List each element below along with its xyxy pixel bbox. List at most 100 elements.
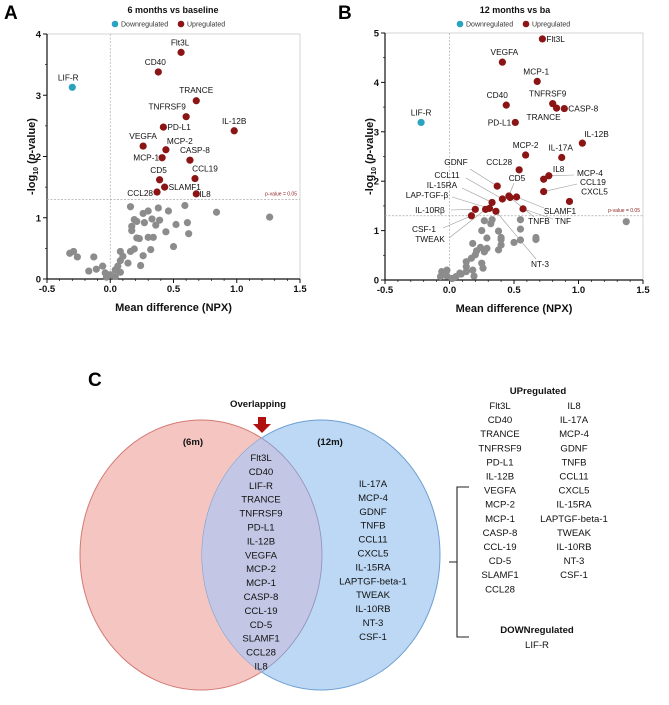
- y-axis-title-part: (: [26, 160, 38, 167]
- upregulated-item: IL-15RA: [556, 500, 592, 511]
- only-12m-item: MCP-4: [358, 493, 389, 504]
- x-tick-label: 1.5: [636, 285, 650, 296]
- upregulated-item: CCL11: [559, 472, 588, 483]
- point-label: TRANCE: [179, 85, 214, 95]
- overlap-item: SLAMF1: [242, 634, 279, 645]
- overlap-item: TNFRSF9: [239, 509, 282, 520]
- y-tick-label: 4: [374, 78, 380, 89]
- y-tick-label: 5: [374, 29, 380, 40]
- only-12m-item: IL-17A: [359, 479, 388, 490]
- overlap-item: Flt3L: [250, 453, 272, 464]
- only-12m-item: CXCL5: [358, 549, 389, 560]
- point-label: CCL19: [580, 177, 606, 187]
- only-12m-item: NT-3: [363, 618, 384, 629]
- point-label: IL8: [199, 189, 211, 199]
- point-label: CD40: [487, 90, 509, 100]
- point-label: LIF-R: [58, 72, 79, 82]
- plot-frame: [46, 33, 301, 280]
- point-tnf: [519, 205, 527, 213]
- point-not-significant: [172, 220, 180, 229]
- point-not-significant: [470, 272, 478, 280]
- point-not-significant: [494, 227, 503, 235]
- upregulated-item: TNFRSF9: [478, 443, 521, 454]
- point-not-significant: [266, 213, 274, 221]
- point-label: MCP-4: [577, 168, 603, 178]
- y-axis-title-part: 10: [371, 167, 378, 175]
- point-tnfb: [506, 193, 514, 202]
- overlap-item: TRANCE: [241, 495, 280, 506]
- only-12m-item: TNFB: [360, 521, 385, 532]
- point-ccl19: [540, 187, 548, 196]
- overlap-item: MCP-1: [246, 578, 276, 589]
- point-label: IL-15RA: [427, 180, 458, 190]
- point-label: GDNF: [444, 157, 468, 167]
- y-tick-label: 1: [374, 226, 380, 237]
- point-mcp-2: [162, 146, 170, 154]
- y-axis-title: -log10 (p-value): [26, 118, 40, 195]
- point-label: CCL28: [127, 188, 153, 198]
- label-leader-line: [442, 215, 472, 229]
- y-axis-title-part: p: [364, 153, 376, 161]
- overlap-item: CCL28: [246, 648, 276, 659]
- point-not-significant: [92, 265, 100, 273]
- y-tick-label: 2: [36, 152, 41, 163]
- point-not-significant: [155, 216, 164, 224]
- point-not-significant: [102, 273, 111, 281]
- chart-title: 12 months vs ba: [480, 5, 552, 15]
- point-label: CASP-8: [180, 145, 210, 155]
- label-leader-line: [543, 183, 578, 192]
- point-not-significant: [139, 252, 147, 260]
- y-tick-label: 3: [374, 127, 379, 138]
- venn-diagram-panel: C Overlapping (6m) (12m) Flt3L CD40 LIF-R T…: [79, 370, 441, 691]
- point-label: IL-17A: [549, 142, 574, 152]
- point-casp-8: [560, 104, 568, 113]
- point-not-significant: [483, 234, 491, 242]
- overlap-item: CD-5: [250, 620, 272, 631]
- point-label: TRANCE: [527, 112, 562, 122]
- threshold-label: p-value = 0.05: [265, 191, 297, 197]
- upregulated-title: UPregulated: [510, 386, 567, 397]
- point-label: IL-12B: [584, 129, 609, 139]
- label-leader-line: [461, 187, 493, 203]
- point-cd40: [502, 101, 510, 109]
- point-label: CXCL5: [581, 186, 608, 196]
- point-label: IL-12B: [222, 116, 247, 126]
- overlap-item: CCL-19: [244, 606, 277, 617]
- point-cd40: [154, 68, 162, 76]
- upregulated-item: Flt3L: [489, 401, 511, 412]
- point-label: CCL11: [434, 170, 460, 180]
- point-label: SLAMF1: [169, 182, 202, 192]
- point-ccl19: [191, 174, 199, 183]
- point-not-significant: [487, 220, 495, 228]
- chart-title: 6 months vs baseline: [127, 5, 218, 15]
- overlap-arrow-icon: [253, 417, 271, 433]
- x-tick-label: 0.0: [104, 284, 117, 295]
- overlap-list: Flt3L CD40 LIF-R TRANCE TNFRSF9 PD-L1 IL-12B VE…: [239, 453, 282, 673]
- y-axis-title-part: -log: [364, 175, 376, 195]
- only-12m-item: CCL11: [358, 535, 387, 546]
- overlap-item: CASP-8: [244, 592, 279, 603]
- point-ccl28: [515, 166, 523, 174]
- upregulated-item: MCP-1: [485, 514, 515, 525]
- set-6m-label: (6m): [183, 437, 203, 448]
- x-axis-title: Mean difference (NPX): [115, 302, 232, 314]
- point-label: VEGFA: [491, 47, 519, 57]
- point-not-significant: [185, 230, 193, 238]
- upregulated-item: PD-L1: [486, 457, 513, 468]
- only-12m-item: TWEAK: [356, 590, 391, 601]
- point-label: CCL28: [486, 157, 512, 167]
- point-not-significant: [532, 233, 540, 242]
- legend: Downregulated Upregulated: [456, 20, 570, 29]
- point-not-significant: [478, 227, 486, 235]
- point-label: CCL19: [192, 164, 218, 174]
- point-label: MCP-1: [523, 66, 549, 76]
- threshold-label: p-value = 0.05: [608, 208, 640, 214]
- bracket: [449, 486, 469, 638]
- upregulated-item: CCL28: [485, 584, 515, 595]
- non-significant-points: [436, 216, 630, 283]
- point-mcp-4: [545, 172, 553, 180]
- point-not-significant: [137, 261, 145, 270]
- point-flt3l: [538, 35, 546, 43]
- point-label: TNFRSF9: [148, 102, 186, 112]
- x-axis-title: Mean difference (NPX): [456, 303, 573, 315]
